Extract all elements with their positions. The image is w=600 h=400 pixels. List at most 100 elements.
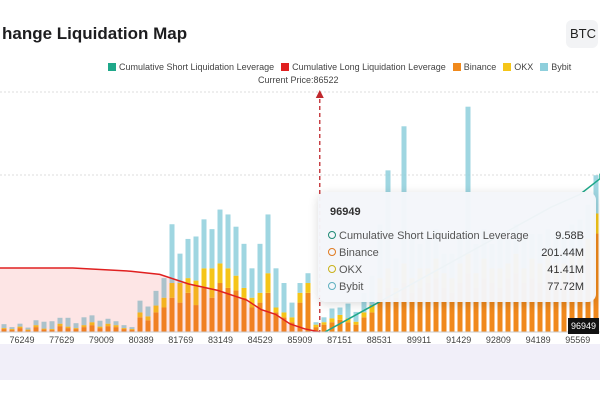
bar-okx [289, 317, 295, 323]
bar-binance [129, 330, 135, 332]
bar-okx [153, 305, 159, 313]
bar-okx [593, 213, 599, 234]
bar-bybit [25, 327, 31, 330]
bar-bybit [297, 283, 303, 293]
bar-binance [137, 317, 143, 332]
x-tick-label: 85909 [287, 335, 312, 345]
bar-bybit [265, 214, 271, 274]
legend-item[interactable]: OKX [503, 62, 533, 72]
bar-binance [49, 330, 55, 332]
bar-binance [553, 278, 559, 332]
bar-binance [569, 273, 575, 332]
bar-binance [521, 283, 527, 332]
bar-binance [305, 292, 311, 332]
bar-okx [73, 328, 79, 330]
bar-binance [193, 305, 199, 332]
series-dot-icon [328, 282, 336, 290]
bar-okx [273, 307, 279, 313]
bar-binance [25, 330, 31, 332]
bar-bybit [305, 273, 311, 284]
bar-okx [33, 325, 39, 328]
tooltip-row: OKX 41.41M [328, 264, 584, 276]
bar-okx [361, 312, 367, 318]
bar-binance [177, 302, 183, 332]
bar-binance [537, 283, 543, 332]
bar-okx [65, 326, 71, 329]
bar-binance [377, 292, 383, 332]
bar-bybit [289, 302, 295, 318]
bar-okx [369, 305, 375, 313]
bar-bybit [193, 236, 199, 281]
bar-okx [145, 316, 151, 321]
bar-binance [17, 328, 23, 332]
legend-item[interactable]: Binance [452, 62, 496, 72]
tooltip-title: 96949 [330, 206, 361, 218]
bar-bybit [217, 209, 223, 264]
x-tick-label: 81769 [168, 335, 193, 345]
bar-binance [593, 233, 599, 332]
bar-binance [489, 283, 495, 332]
bar-bybit [177, 253, 183, 284]
bar-okx [25, 329, 31, 331]
bar-binance [345, 322, 351, 332]
bar-bybit [137, 300, 143, 313]
bar-binance [257, 302, 263, 332]
bar-binance [545, 273, 551, 332]
symbol-select-button[interactable]: BTC [566, 20, 598, 48]
legend-item[interactable]: Bybit [540, 62, 571, 72]
bar-binance [249, 307, 255, 332]
bar-okx [225, 268, 231, 288]
bar-binance [393, 297, 399, 332]
x-tick-label: 79009 [89, 335, 114, 345]
bar-bybit [169, 224, 175, 284]
x-tick-label: 83149 [208, 335, 233, 345]
bar-binance [561, 283, 567, 332]
bar-okx [121, 328, 127, 330]
bar-binance [241, 297, 247, 332]
bar-binance [385, 287, 391, 332]
bar-binance [9, 330, 15, 332]
bar-binance [105, 326, 111, 332]
bar-okx [281, 312, 287, 318]
bar-binance [97, 328, 103, 332]
legend-item[interactable]: Cumulative Short Liquidation Leverage [108, 62, 274, 72]
bar-binance [217, 283, 223, 332]
range-slider-band[interactable] [0, 344, 600, 380]
bar-bybit [97, 320, 103, 327]
bar-binance [113, 327, 119, 332]
bar-okx [249, 297, 255, 308]
bar-binance [369, 312, 375, 332]
bar-binance [169, 297, 175, 332]
tooltip-row-label: Bybit [328, 281, 363, 293]
bar-binance [329, 322, 335, 332]
bar-binance [145, 320, 151, 332]
bar-bybit [313, 322, 319, 325]
bar-okx [1, 328, 7, 330]
bar-bybit [353, 311, 359, 322]
tooltip-row: Binance 201.44M [328, 247, 584, 259]
bar-binance [465, 273, 471, 332]
bar-binance [449, 292, 455, 332]
bar-okx [137, 312, 143, 318]
x-tick-label: 87151 [327, 335, 352, 345]
bar-bybit [33, 320, 39, 326]
bar-binance [409, 292, 415, 332]
bar-okx [329, 318, 335, 323]
bar-okx [257, 292, 263, 303]
bar-binance [209, 297, 215, 332]
bar-okx [353, 321, 359, 325]
bar-bybit [9, 327, 15, 330]
bar-binance [505, 278, 511, 332]
bar-bybit [241, 243, 247, 288]
legend-item[interactable]: Cumulative Long Liquidation Leverage [281, 62, 446, 72]
bar-bybit [41, 321, 47, 329]
legend-label: Cumulative Short Liquidation Leverage [119, 62, 275, 72]
x-tick-label: 84529 [248, 335, 273, 345]
bar-bybit [281, 283, 287, 313]
legend-swatch [281, 63, 290, 71]
bar-okx [129, 329, 135, 331]
bar-binance [201, 287, 207, 332]
legend-swatch [503, 63, 512, 71]
bar-binance [513, 273, 519, 332]
bar-bybit [65, 317, 71, 327]
